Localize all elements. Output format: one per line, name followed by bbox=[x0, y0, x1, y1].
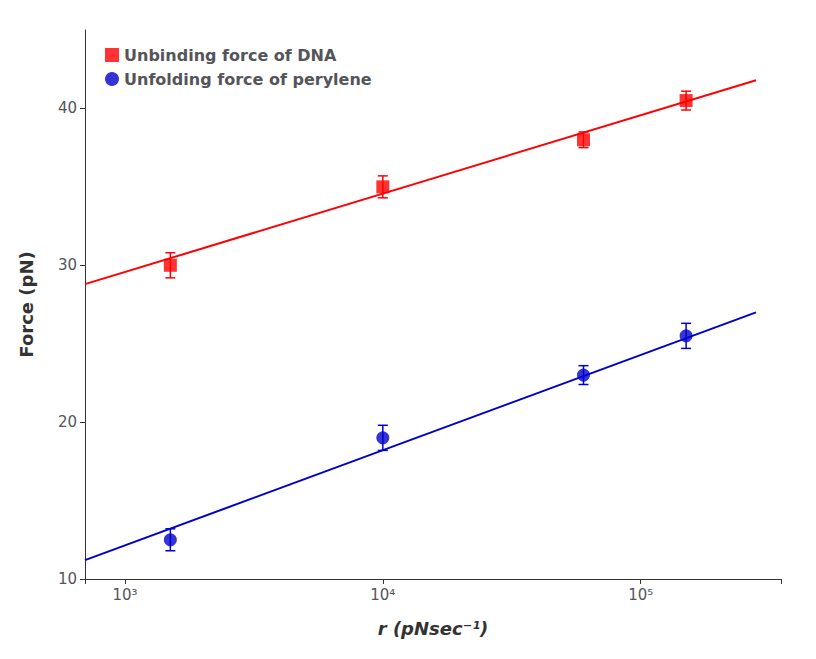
svg-text:10³: 10³ bbox=[112, 586, 137, 604]
svg-text:Unfolding force of perylene: Unfolding force of perylene bbox=[124, 70, 372, 89]
svg-text:r (pNsec⁻¹): r (pNsec⁻¹) bbox=[378, 618, 489, 639]
svg-text:Unbinding force of DNA: Unbinding force of DNA bbox=[124, 46, 337, 65]
svg-text:10: 10 bbox=[58, 570, 77, 588]
svg-text:10⁵: 10⁵ bbox=[628, 586, 653, 604]
svg-text:20: 20 bbox=[58, 413, 77, 431]
svg-text:40: 40 bbox=[58, 99, 77, 117]
svg-text:30: 30 bbox=[58, 256, 77, 274]
svg-text:10⁴: 10⁴ bbox=[370, 586, 395, 604]
svg-text:Force (pN): Force (pN) bbox=[16, 251, 37, 357]
